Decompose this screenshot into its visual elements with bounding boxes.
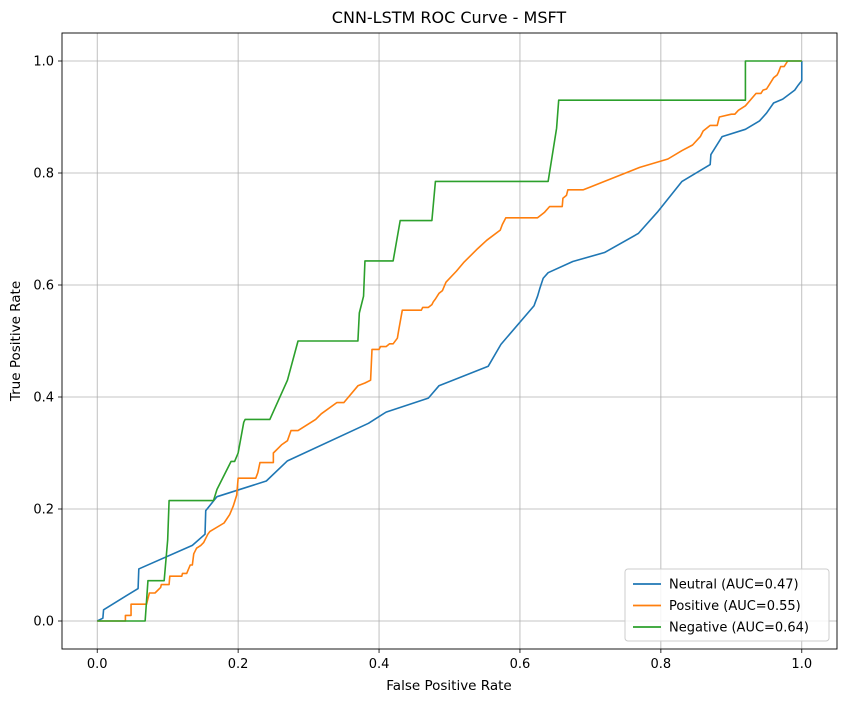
series-line-2 bbox=[97, 60, 802, 622]
y-tick-label: 1.0 bbox=[33, 55, 54, 70]
legend-label-2: Positive (AUC=0.55) bbox=[669, 599, 801, 614]
axes-frame bbox=[61, 32, 838, 650]
legend: Neutral (AUC=0.47) Positive (AUC=0.55) Neg… bbox=[624, 568, 830, 642]
legend-label-3: Negative (AUC=0.64) bbox=[669, 621, 809, 636]
chart-title: CNN-LSTM ROC Curve - MSFT bbox=[332, 8, 567, 27]
x-axis-label: False Positive Rate bbox=[386, 678, 511, 694]
legend-label-1: Neutral (AUC=0.47) bbox=[669, 578, 799, 593]
y-tick-label: 0.8 bbox=[33, 167, 54, 182]
x-tick-label: 0.8 bbox=[651, 657, 672, 672]
y-axis-label: True Positive Rate bbox=[8, 281, 24, 402]
series-line-1 bbox=[96, 61, 803, 622]
x-tick-label: 0.6 bbox=[510, 657, 531, 672]
y-tick-label: 0.0 bbox=[33, 615, 54, 630]
x-tick-label: 0.2 bbox=[228, 657, 249, 672]
plot-area: 0.0 0.2 0.4 0.6 0.8 1.0 0.0 0.2 0.4 0.6 0.8 1.0 Neut… bbox=[33, 32, 838, 672]
x-tick-label: 1.0 bbox=[791, 657, 812, 672]
y-tick-label: 0.2 bbox=[33, 503, 54, 518]
series-line-3 bbox=[97, 60, 802, 622]
legend-box bbox=[624, 568, 830, 642]
y-tick-label: 0.6 bbox=[33, 279, 54, 294]
x-tick-label: 0.4 bbox=[369, 657, 390, 672]
y-tick-label: 0.4 bbox=[33, 391, 54, 406]
x-tick-label: 0.0 bbox=[87, 657, 108, 672]
